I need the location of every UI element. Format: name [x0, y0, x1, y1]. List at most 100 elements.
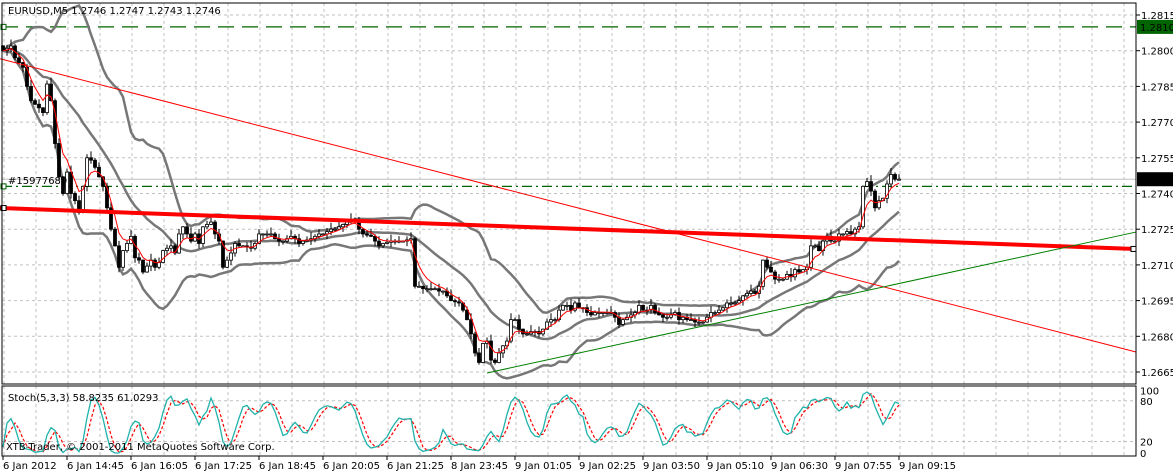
candle-bull: [553, 319, 557, 322]
candle-bear: [141, 259, 145, 273]
candle-bear: [817, 245, 821, 252]
candle-bear: [569, 304, 573, 311]
candle-bull: [549, 319, 553, 323]
line-anchor-handle[interactable]: [0, 23, 7, 30]
bollinger-lower: [2, 49, 900, 380]
candle-bear: [437, 288, 441, 292]
candle-bear: [137, 257, 141, 261]
candle-bull: [317, 233, 321, 237]
time-axis-label: 9 Jan 05:10: [707, 461, 764, 472]
price-axis-label: 1.2680: [1141, 332, 1173, 343]
candle-bull: [209, 221, 213, 225]
price-axis-label: 1.2740: [1141, 190, 1173, 201]
trendlines[interactable]: [0, 58, 1137, 374]
candle-bear: [365, 233, 369, 236]
candle-bull: [281, 240, 285, 243]
price-tag-current: [1137, 172, 1173, 187]
candle-bear: [893, 174, 897, 180]
candle-bear: [297, 238, 301, 244]
price-axis-label: 1.2770: [1141, 118, 1173, 129]
trendline-anchor-handle[interactable]: [1130, 245, 1137, 252]
time-axis-label: 6 Jan 14:45: [67, 461, 124, 472]
stoch-axis-label: 100: [1140, 386, 1159, 397]
candle-bear: [653, 304, 657, 313]
candle-bear: [69, 171, 73, 194]
candle-bear: [185, 226, 189, 235]
candle-bull: [853, 228, 857, 235]
candle-bull: [597, 312, 601, 314]
candle-bear: [93, 159, 97, 168]
time-axis-label: 6 Jan 2012: [3, 461, 57, 472]
candle-bull: [865, 181, 869, 187]
candle-bull: [265, 233, 269, 236]
time-axis-label: 9 Jan 09:15: [899, 461, 956, 472]
candle-bear: [49, 83, 53, 102]
price-tag-label: 1.2746: [1140, 175, 1173, 186]
candle-bear: [377, 240, 381, 247]
candle-bull: [481, 343, 485, 363]
candle-bear: [117, 245, 121, 268]
candle-bear: [765, 259, 769, 268]
candle-bear: [589, 312, 593, 316]
candle-bull: [65, 171, 69, 194]
candle-bull: [545, 321, 549, 330]
candle-bear: [449, 295, 453, 301]
candle-bull: [169, 245, 173, 249]
candle-bull: [781, 278, 785, 281]
candle-bear: [413, 238, 417, 287]
candle-bear: [489, 340, 493, 361]
candle-bear: [33, 100, 37, 105]
candle-bear: [577, 302, 581, 309]
candle-bear: [457, 301, 461, 304]
candle-bull: [341, 224, 345, 228]
candle-bull: [301, 240, 305, 244]
moving-average: [2, 48, 900, 354]
price-axis-label: 1.2800: [1141, 47, 1173, 58]
candle-bull: [713, 312, 717, 314]
price-tag-label: 1.2810: [1140, 23, 1173, 34]
candle-bull: [289, 235, 293, 240]
trendline-anchor-handle[interactable]: [0, 205, 7, 212]
time-axis-label: 9 Jan 03:50: [643, 461, 700, 472]
trendline-thin-red[interactable]: [0, 58, 1137, 353]
price-axis-label: 1.2815: [1141, 11, 1173, 22]
trendline-thick-red[interactable]: [0, 206, 1137, 251]
symbol-info: EURUSD,M5 1.2746 1.2747 1.2743 1.2746: [8, 6, 221, 17]
time-axis-label: 9 Jan 06:30: [771, 461, 828, 472]
level-lines[interactable]: [0, 23, 1136, 190]
candle-bull: [697, 321, 701, 324]
order-label[interactable]: #15977689: [8, 176, 67, 187]
candle-bear: [57, 143, 61, 178]
candle-bull: [261, 233, 265, 236]
candle-bull: [513, 319, 517, 322]
candle-bear: [465, 309, 469, 321]
candle-bull: [561, 304, 565, 311]
candle-bull: [813, 245, 817, 248]
trendline-green[interactable]: [486, 231, 1137, 374]
candle-bull: [85, 157, 89, 187]
candle-bull: [177, 233, 181, 254]
line-anchor-handle[interactable]: [0, 183, 7, 190]
candle-bull: [225, 259, 229, 268]
candle-bear: [61, 176, 65, 194]
candle-bull: [721, 307, 725, 311]
stoch-panel-border: [1, 385, 1137, 457]
candle-bull: [665, 316, 669, 319]
candle-bull: [725, 302, 729, 309]
candle-bear: [189, 233, 193, 242]
candle-bear: [29, 86, 33, 102]
candle-bear: [421, 285, 425, 290]
candle-bear: [361, 228, 365, 235]
candle-bull: [717, 309, 721, 313]
candle-bear: [373, 235, 377, 242]
candle-bear: [113, 228, 117, 247]
candle-bear: [773, 271, 777, 280]
candle-bull: [125, 243, 129, 252]
time-axis-label: 6 Jan 16:05: [131, 461, 188, 472]
price-axis-label: 1.2695: [1141, 297, 1173, 308]
candle-bear: [453, 300, 457, 303]
candle-bull: [885, 183, 889, 199]
stoch-signal-line: [2, 392, 900, 453]
